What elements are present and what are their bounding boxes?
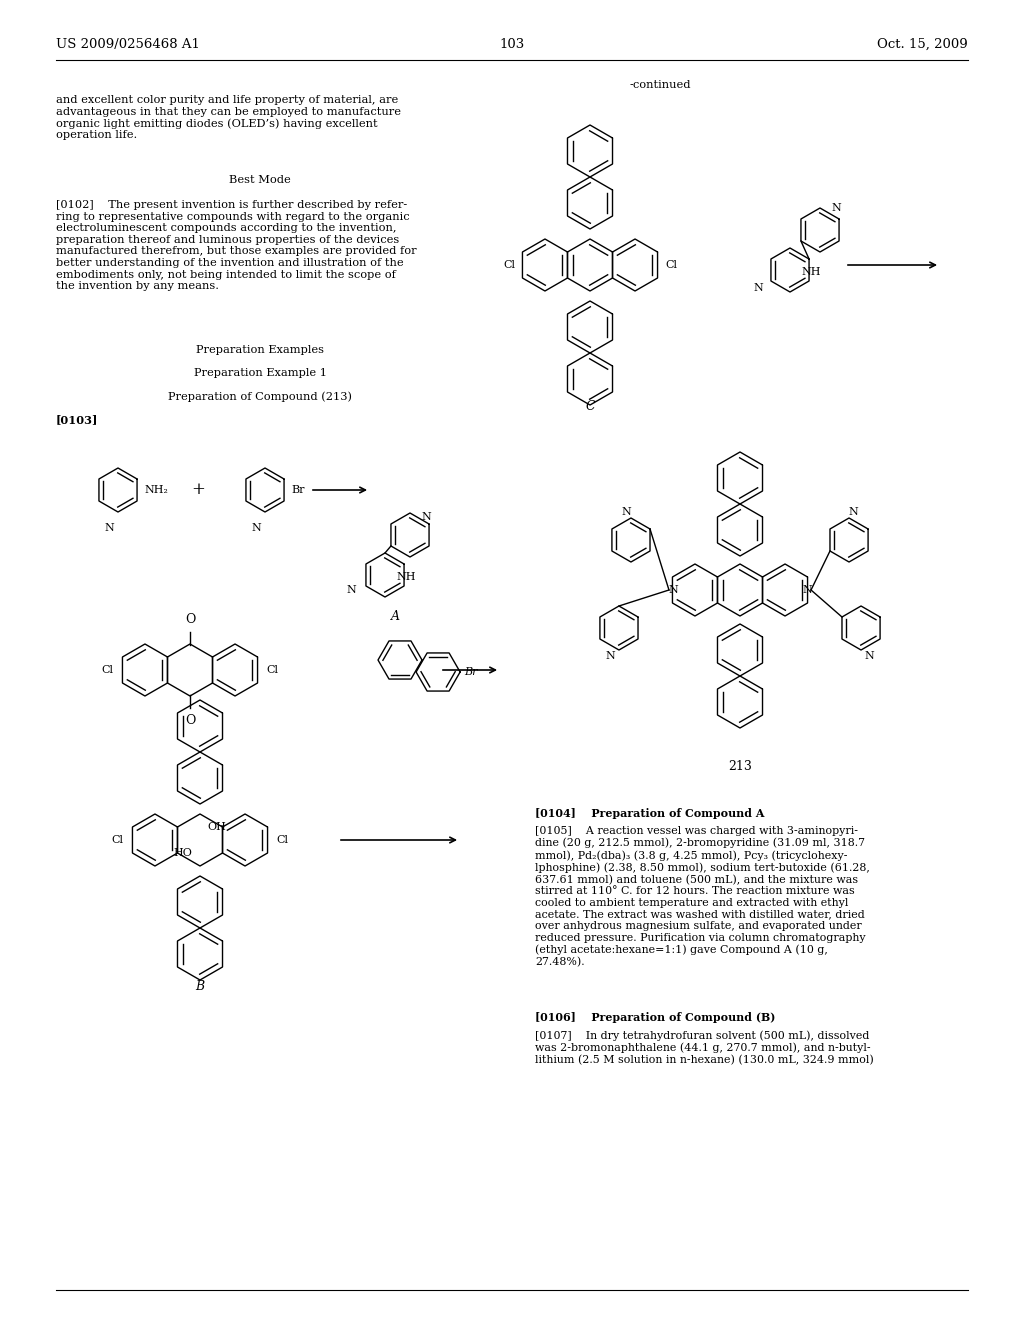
Text: [0107]    In dry tetrahydrofuran solvent (500 mL), dissolved
was 2-bromonaphthal: [0107] In dry tetrahydrofuran solvent (5… [535,1030,873,1065]
Text: -continued: -continued [630,81,691,90]
Text: 213: 213 [728,760,752,774]
Text: Cl: Cl [112,836,124,845]
Text: Br: Br [465,667,478,677]
Text: [0103]: [0103] [56,414,98,425]
Text: Best Mode: Best Mode [229,176,291,185]
Text: Cl: Cl [503,260,515,271]
Text: O: O [184,612,196,626]
Text: N: N [802,585,812,595]
Text: and excellent color purity and life property of material, are
advantageous in th: and excellent color purity and life prop… [56,95,401,140]
Text: 103: 103 [500,38,524,51]
Text: Preparation Examples: Preparation Examples [196,345,324,355]
Text: B: B [196,979,205,993]
Text: N: N [251,523,261,533]
Text: NH: NH [801,267,820,277]
Text: N: N [865,651,874,661]
Text: N: N [622,507,632,517]
Text: US 2009/0256468 A1: US 2009/0256468 A1 [56,38,200,51]
Text: N: N [605,651,615,661]
Text: Preparation of Compound (213): Preparation of Compound (213) [168,391,352,401]
Text: [0102]    The present invention is further described by refer-
ring to represent: [0102] The present invention is further … [56,201,417,292]
Text: Preparation Example 1: Preparation Example 1 [194,368,327,378]
Text: Cl: Cl [101,665,114,675]
Text: N: N [104,523,114,533]
Text: HO: HO [173,847,193,858]
Text: +: + [191,482,205,499]
Text: [0106]    Preparation of Compound (B): [0106] Preparation of Compound (B) [535,1012,775,1023]
Text: Cl: Cl [276,836,288,845]
Text: Oct. 15, 2009: Oct. 15, 2009 [878,38,968,51]
Text: N: N [668,585,678,595]
Text: NH₂: NH₂ [144,484,168,495]
Text: N: N [421,512,431,523]
Text: A: A [390,610,399,623]
Text: [0104]    Preparation of Compound A: [0104] Preparation of Compound A [535,808,764,818]
Text: Br: Br [292,484,305,495]
Text: Cl: Cl [665,260,677,271]
Text: N: N [347,585,356,595]
Text: N: N [849,507,858,517]
Text: NH: NH [396,572,416,582]
Text: N: N [831,203,841,213]
Text: O: O [184,714,196,727]
Text: C: C [585,400,595,413]
Text: Cl: Cl [266,665,279,675]
Text: N: N [754,282,764,293]
Text: OH: OH [208,822,226,832]
Text: [0105]    A reaction vessel was charged with 3-aminopyri-
dine (20 g, 212.5 mmol: [0105] A reaction vessel was charged wit… [535,826,869,968]
